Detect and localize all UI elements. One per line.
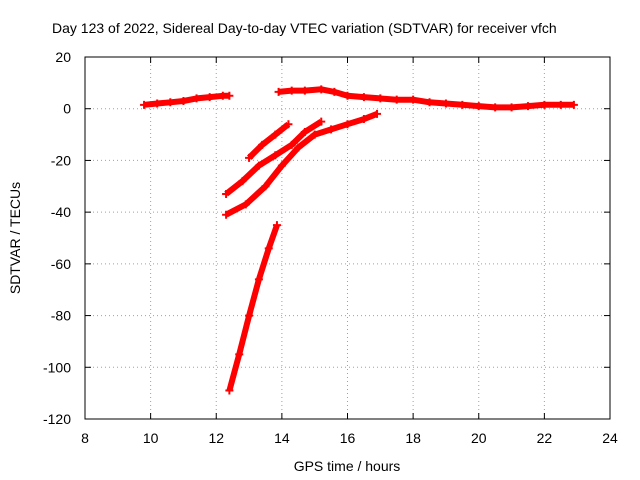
data-point (523, 102, 532, 111)
data-point (153, 99, 162, 108)
data-point (254, 275, 263, 284)
data-point (409, 95, 418, 104)
x-tick-label: 10 (143, 430, 159, 446)
data-point (359, 93, 368, 102)
x-tick-label: 16 (340, 430, 356, 446)
y-tick-label: 0 (63, 101, 71, 117)
data-point (166, 98, 175, 107)
data-point (317, 85, 326, 94)
data-point (458, 100, 467, 109)
y-tick-label: -20 (51, 152, 71, 168)
y-axis-label: SDTVAR / TECUs (7, 182, 23, 294)
data-point (241, 200, 250, 209)
data-point (310, 130, 319, 139)
data-point (569, 100, 578, 109)
y-tick-label: -120 (43, 411, 71, 427)
data-point (225, 91, 234, 100)
data-point (327, 125, 336, 134)
y-tick-label: -60 (51, 256, 71, 272)
series-group (140, 85, 578, 395)
x-tick-label: 14 (274, 430, 290, 446)
data-point (245, 153, 254, 162)
data-point (235, 350, 244, 359)
data-point (205, 93, 214, 102)
data-point (294, 143, 303, 152)
data-point (222, 210, 231, 219)
data-point (287, 140, 296, 149)
x-tick-label: 20 (471, 430, 487, 446)
data-point (359, 115, 368, 124)
x-tick-label: 22 (537, 430, 553, 446)
y-tick-label: -100 (43, 359, 71, 375)
data-point (556, 100, 565, 109)
y-tick-label: -40 (51, 204, 71, 220)
data-point (441, 99, 450, 108)
data-point (507, 103, 516, 112)
data-point (300, 127, 309, 136)
data-point (254, 161, 263, 170)
y-tick-label: 20 (55, 49, 71, 65)
x-tick-label: 18 (405, 430, 421, 446)
series-line-arc-4 (224, 111, 379, 218)
data-point (225, 386, 234, 395)
data-point (222, 190, 231, 199)
x-tick-labels: 8 10 12 14 16 18 20 22 24 (81, 430, 618, 446)
grid (85, 57, 610, 419)
data-point (284, 120, 293, 129)
data-point (179, 96, 188, 105)
data-point (287, 86, 296, 95)
data-point (392, 95, 401, 104)
series-line-arc-6 (226, 224, 280, 392)
data-point (373, 109, 382, 118)
data-point (474, 102, 483, 111)
data-point (343, 120, 352, 129)
data-point (272, 221, 281, 230)
data-point (264, 244, 273, 253)
x-axis-label: GPS time / hours (294, 458, 401, 474)
series-line-arc-5 (246, 121, 291, 160)
data-point (245, 311, 254, 320)
data-point (238, 177, 247, 186)
data-point (343, 91, 352, 100)
data-point (140, 100, 149, 109)
data-point (300, 86, 309, 95)
data-point (277, 161, 286, 170)
data-point (261, 182, 270, 191)
data-point (376, 94, 385, 103)
data-point (274, 87, 283, 96)
data-point (425, 98, 434, 107)
y-tick-labels: 20 0 -20 -40 -60 -80 -100 -120 (43, 49, 71, 427)
x-tick-label: 8 (81, 430, 89, 446)
data-point (258, 140, 267, 149)
data-point (271, 151, 280, 160)
series-line-arc-2 (278, 86, 574, 111)
x-tick-label: 24 (602, 430, 618, 446)
data-point (540, 100, 549, 109)
data-point (271, 130, 280, 139)
plot-frame (84, 56, 611, 420)
data-point (330, 87, 339, 96)
chart-title: Day 123 of 2022, Sidereal Day-to-day VTE… (52, 20, 557, 36)
data-point (192, 94, 201, 103)
y-tick-label: -80 (51, 308, 71, 324)
x-tick-label: 12 (208, 430, 224, 446)
data-point (491, 103, 500, 112)
data-point (317, 117, 326, 126)
